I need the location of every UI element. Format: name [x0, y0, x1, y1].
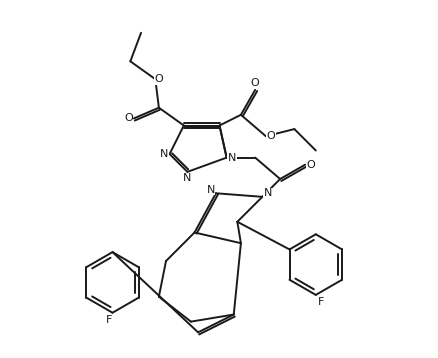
Text: O: O — [250, 78, 259, 88]
Text: F: F — [106, 315, 112, 325]
Text: O: O — [305, 160, 314, 170]
Text: N: N — [206, 185, 214, 195]
Text: O: O — [154, 74, 163, 84]
Text: N: N — [263, 188, 271, 198]
Text: O: O — [266, 131, 275, 141]
Text: N: N — [227, 153, 236, 163]
Text: N: N — [160, 149, 168, 159]
Text: O: O — [124, 113, 133, 124]
Text: N: N — [183, 173, 191, 183]
Text: F: F — [317, 297, 324, 307]
